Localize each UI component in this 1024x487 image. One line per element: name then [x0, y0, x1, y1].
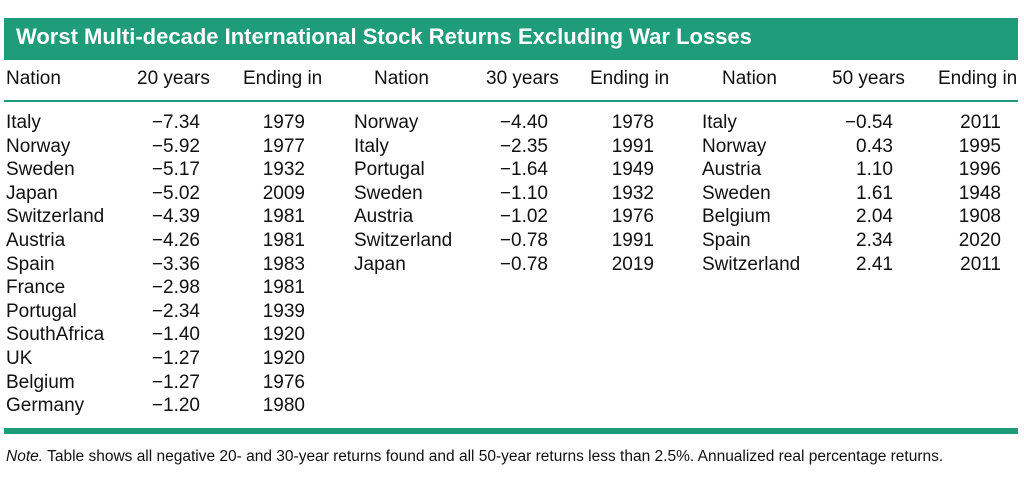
cell-nation-20: Belgium	[6, 371, 75, 393]
cell-nation-20: Germany	[6, 395, 85, 417]
cell-ending-50: 2011	[960, 112, 1001, 133]
cell-ending-50: 1996	[958, 159, 1001, 181]
cell-return-20: −1.20	[151, 395, 200, 417]
cell-ending-20: 1983	[262, 253, 305, 275]
cell-return-50: 2.04	[856, 206, 893, 228]
cell-nation-20: Austria	[6, 230, 66, 251]
header-nation-30: Nation	[374, 68, 429, 89]
cell-return-50: 2.41	[856, 253, 893, 275]
cell-nation-20: Switzerland	[6, 206, 105, 228]
cell-return-30: −1.02	[499, 206, 548, 228]
cell-ending-20: 1977	[262, 135, 305, 157]
cell-ending-20: 1920	[262, 324, 305, 346]
cell-nation-50: Italy	[702, 112, 737, 133]
cell-nation-20: Sweden	[6, 159, 75, 181]
cell-return-20: −1.40	[151, 324, 200, 346]
cell-return-20: −5.17	[151, 159, 200, 181]
header-ending-50: Ending in	[938, 68, 1018, 89]
cell-nation-30: Norway	[354, 112, 419, 133]
cell-ending-50: 1948	[958, 182, 1001, 204]
cell-ending-20: 1920	[262, 348, 305, 369]
cell-nation-30: Austria	[354, 206, 414, 228]
cell-nation-30: Japan	[354, 253, 406, 275]
cell-nation-20: Spain	[6, 253, 55, 275]
header-ending-30: Ending in	[590, 68, 670, 89]
cell-return-20: −1.27	[151, 348, 200, 369]
cell-return-30: −1.10	[499, 182, 548, 204]
note-text: Table shows all negative 20- and 30-year…	[43, 448, 944, 465]
table-note: Note. Table shows all negative 20- and 3…	[6, 448, 1014, 466]
cell-nation-20: Portugal	[6, 300, 77, 322]
cell-return-20: −1.27	[151, 371, 200, 393]
cell-return-20: −2.34	[151, 300, 200, 322]
cell-ending-30: 1991	[611, 135, 654, 157]
cell-return-20: −5.92	[151, 135, 200, 157]
cell-nation-20: SouthAfrica	[6, 324, 105, 346]
cell-nation-50: Belgium	[702, 206, 771, 228]
header-50-years: 50 years	[832, 68, 905, 89]
cell-nation-50: Norway	[702, 135, 767, 157]
cell-nation-20: France	[6, 277, 66, 299]
header-ending-20: Ending in	[243, 68, 323, 89]
cell-ending-30: 1978	[611, 112, 654, 133]
cell-ending-30: 1949	[611, 159, 654, 181]
table-title: Worst Multi-decade International Stock R…	[16, 24, 752, 49]
cell-return-50: 1.61	[856, 182, 893, 204]
header-nation-50: Nation	[722, 68, 777, 89]
cell-nation-20: Norway	[6, 135, 71, 157]
cell-nation-30: Portugal	[354, 159, 425, 181]
table-title-bar: Worst Multi-decade International Stock R…	[4, 18, 1018, 60]
cell-return-50: 2.34	[856, 230, 893, 251]
header-30-years: 30 years	[486, 68, 559, 89]
cell-return-20: −4.26	[151, 230, 200, 251]
cell-nation-30: Sweden	[354, 182, 423, 204]
cell-ending-20: 1981	[262, 230, 305, 251]
cell-ending-30: 1991	[611, 230, 654, 251]
cell-nation-50: Spain	[702, 230, 751, 251]
header-divider	[4, 100, 1018, 102]
cell-return-50: 0.43	[856, 135, 893, 157]
cell-return-30: −0.78	[499, 253, 548, 275]
header-row: Nation 20 years Ending in Nation 30 year…	[0, 68, 1024, 96]
cell-ending-50: 2011	[960, 253, 1001, 275]
cell-return-30: −1.64	[499, 159, 548, 181]
cell-nation-50: Sweden	[702, 182, 771, 204]
header-nation-20: Nation	[6, 68, 61, 89]
cell-ending-20: 1981	[262, 206, 305, 228]
cell-ending-30: 1932	[611, 182, 654, 204]
cell-ending-50: 2020	[958, 230, 1001, 251]
cell-return-50: −0.54	[844, 112, 893, 133]
cell-ending-20: 1980	[262, 395, 305, 417]
cell-return-20: −5.02	[151, 182, 200, 204]
cell-nation-50: Switzerland	[702, 253, 801, 275]
bottom-divider	[4, 428, 1018, 434]
cell-ending-30: 2019	[611, 253, 654, 275]
header-20-years: 20 years	[137, 68, 210, 89]
cell-nation-50: Austria	[702, 159, 762, 181]
cell-ending-20: 1979	[262, 112, 305, 133]
cell-ending-50: 1908	[958, 206, 1001, 228]
cell-return-20: −3.36	[151, 253, 200, 275]
cell-ending-50: 1995	[958, 135, 1001, 157]
cell-return-30: −4.40	[499, 112, 548, 133]
cell-nation-20: Italy	[6, 112, 41, 133]
cell-return-20: −4.39	[151, 206, 200, 228]
cell-ending-30: 1976	[611, 206, 654, 228]
cell-return-20: −7.34	[151, 112, 200, 133]
cell-ending-20: 2009	[262, 182, 305, 204]
cell-nation-30: Italy	[354, 135, 389, 157]
cell-ending-20: 1976	[262, 371, 305, 393]
cell-ending-20: 1981	[262, 277, 305, 299]
cell-ending-20: 1939	[262, 300, 305, 322]
cell-return-30: −2.35	[499, 135, 548, 157]
cell-nation-20: UK	[6, 348, 33, 369]
note-label: Note.	[6, 448, 44, 465]
cell-return-20: −2.98	[151, 277, 200, 299]
cell-ending-20: 1932	[262, 159, 305, 181]
cell-nation-20: Japan	[6, 182, 58, 204]
cell-return-30: −0.78	[499, 230, 548, 251]
cell-return-50: 1.10	[856, 159, 893, 181]
cell-nation-30: Switzerland	[354, 230, 453, 251]
